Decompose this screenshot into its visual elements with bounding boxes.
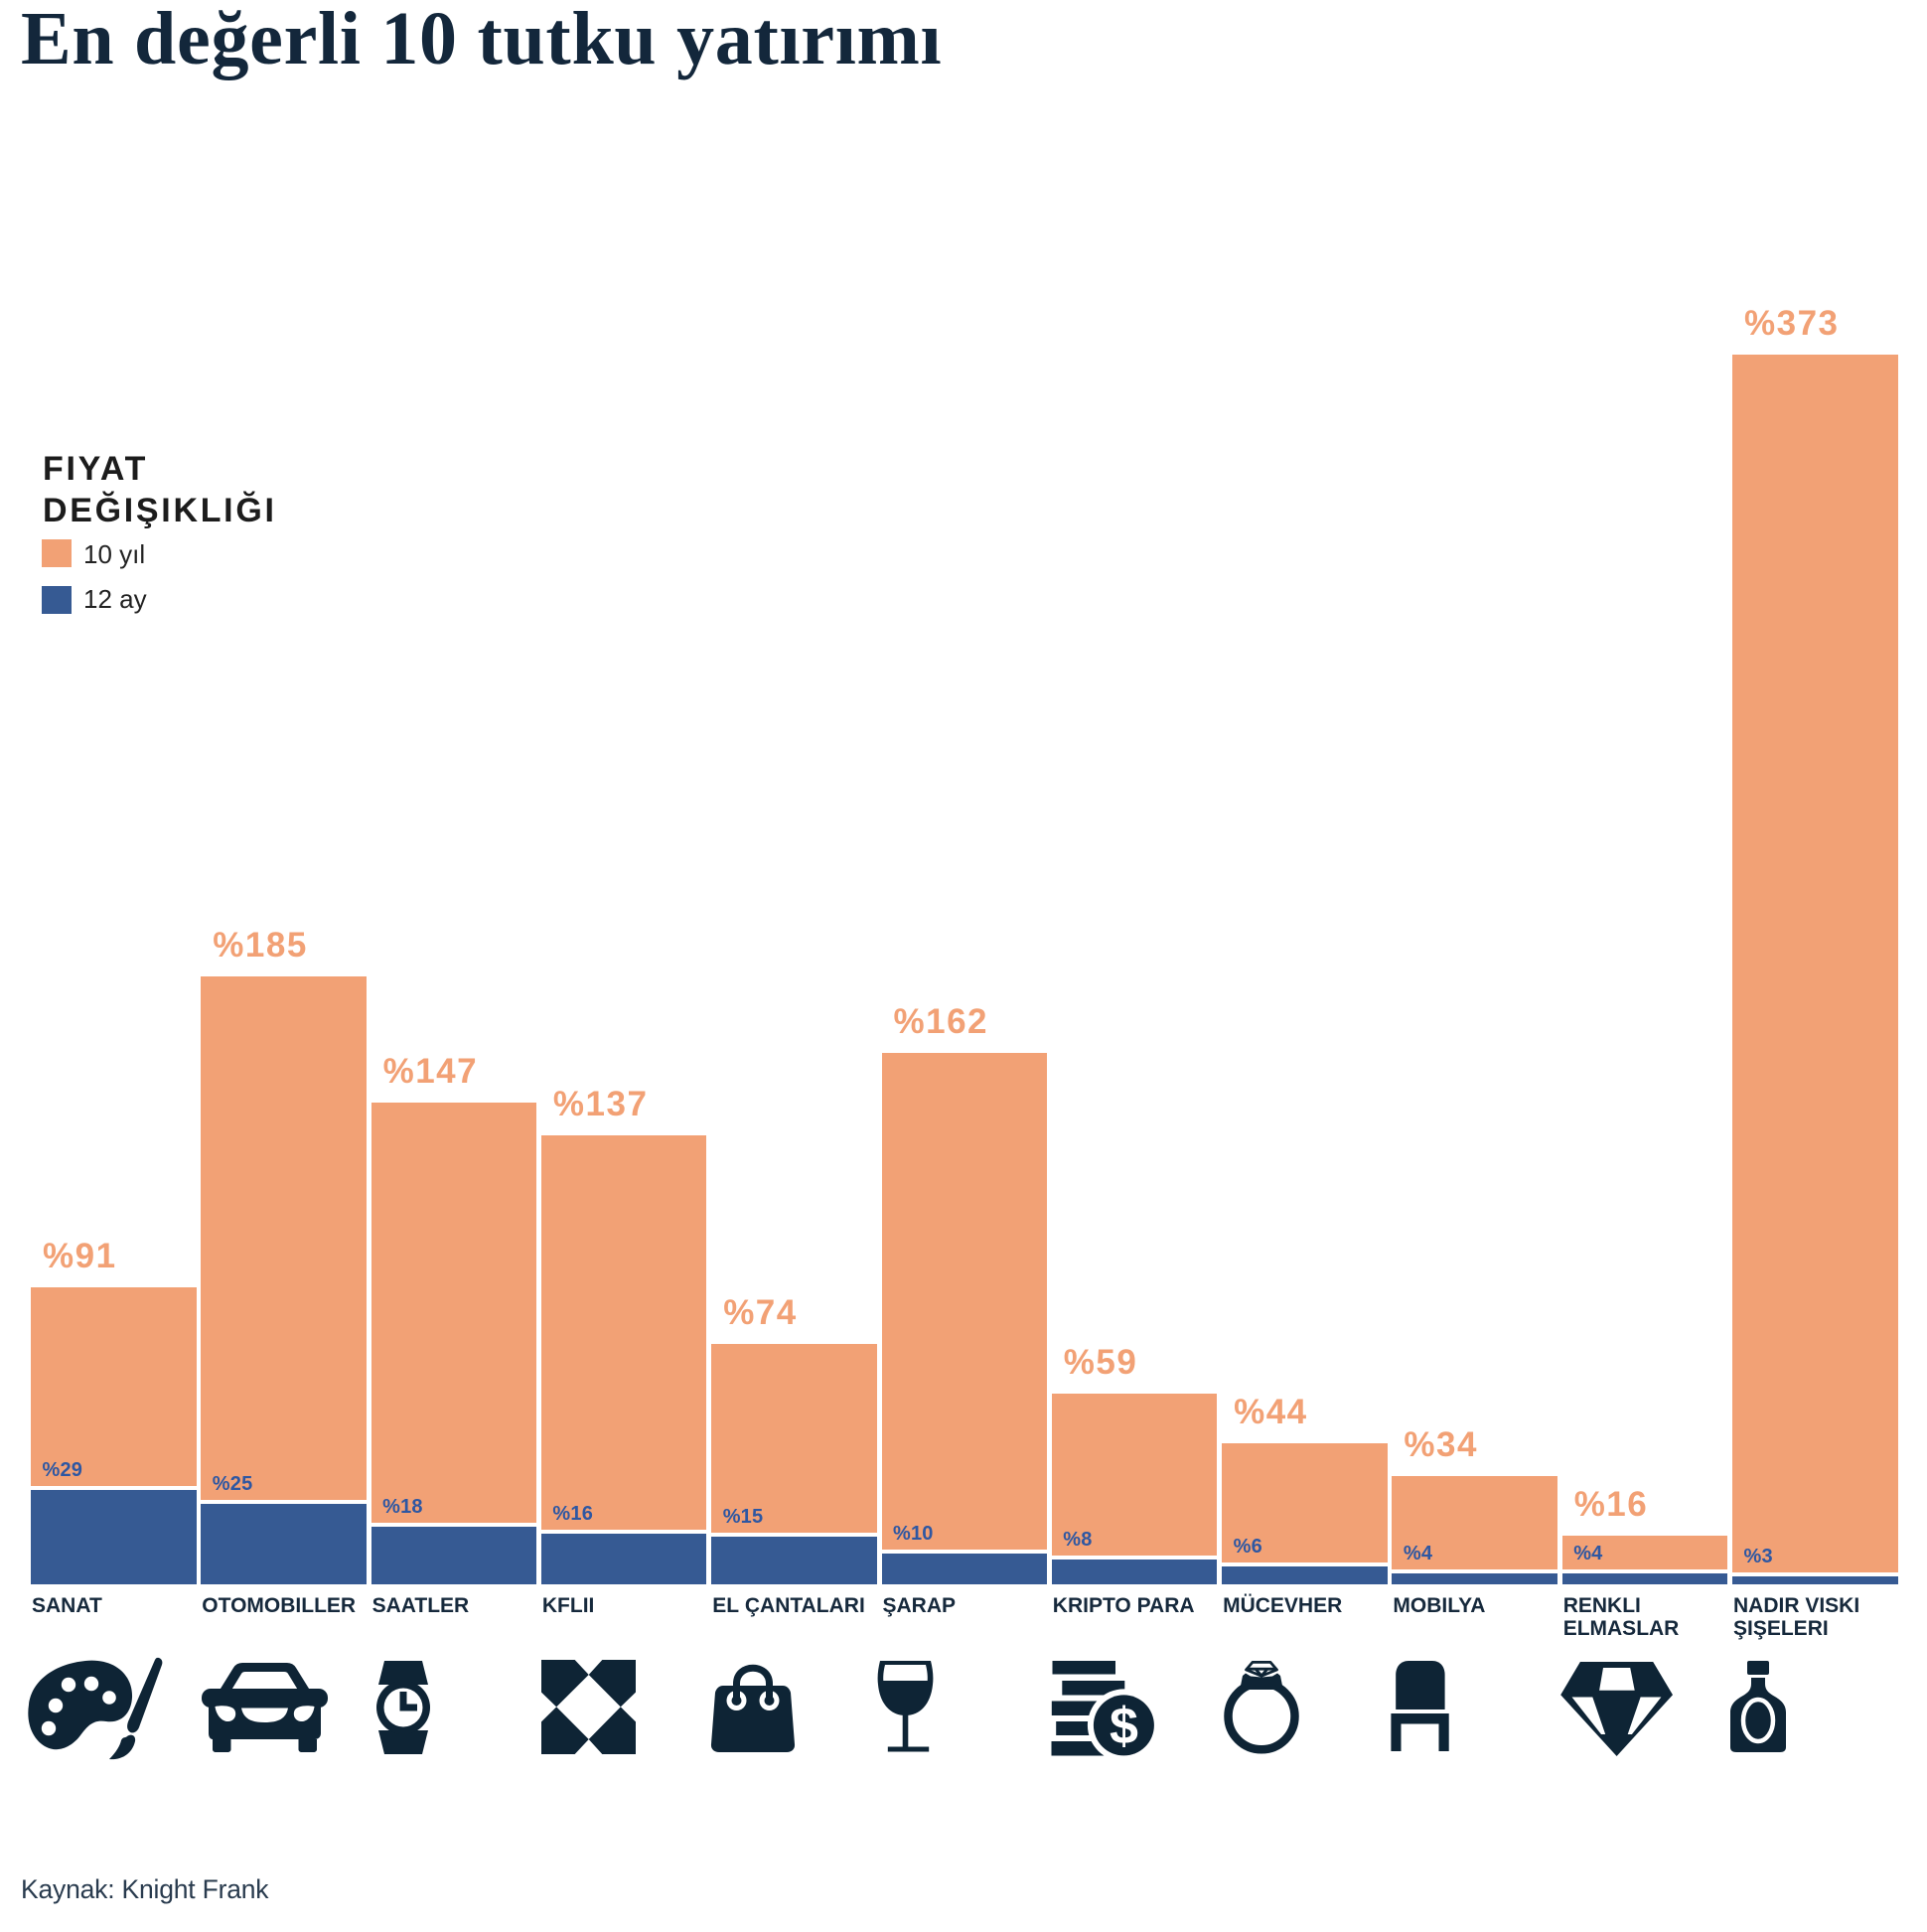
svg-text:$: $ bbox=[1110, 1698, 1138, 1755]
